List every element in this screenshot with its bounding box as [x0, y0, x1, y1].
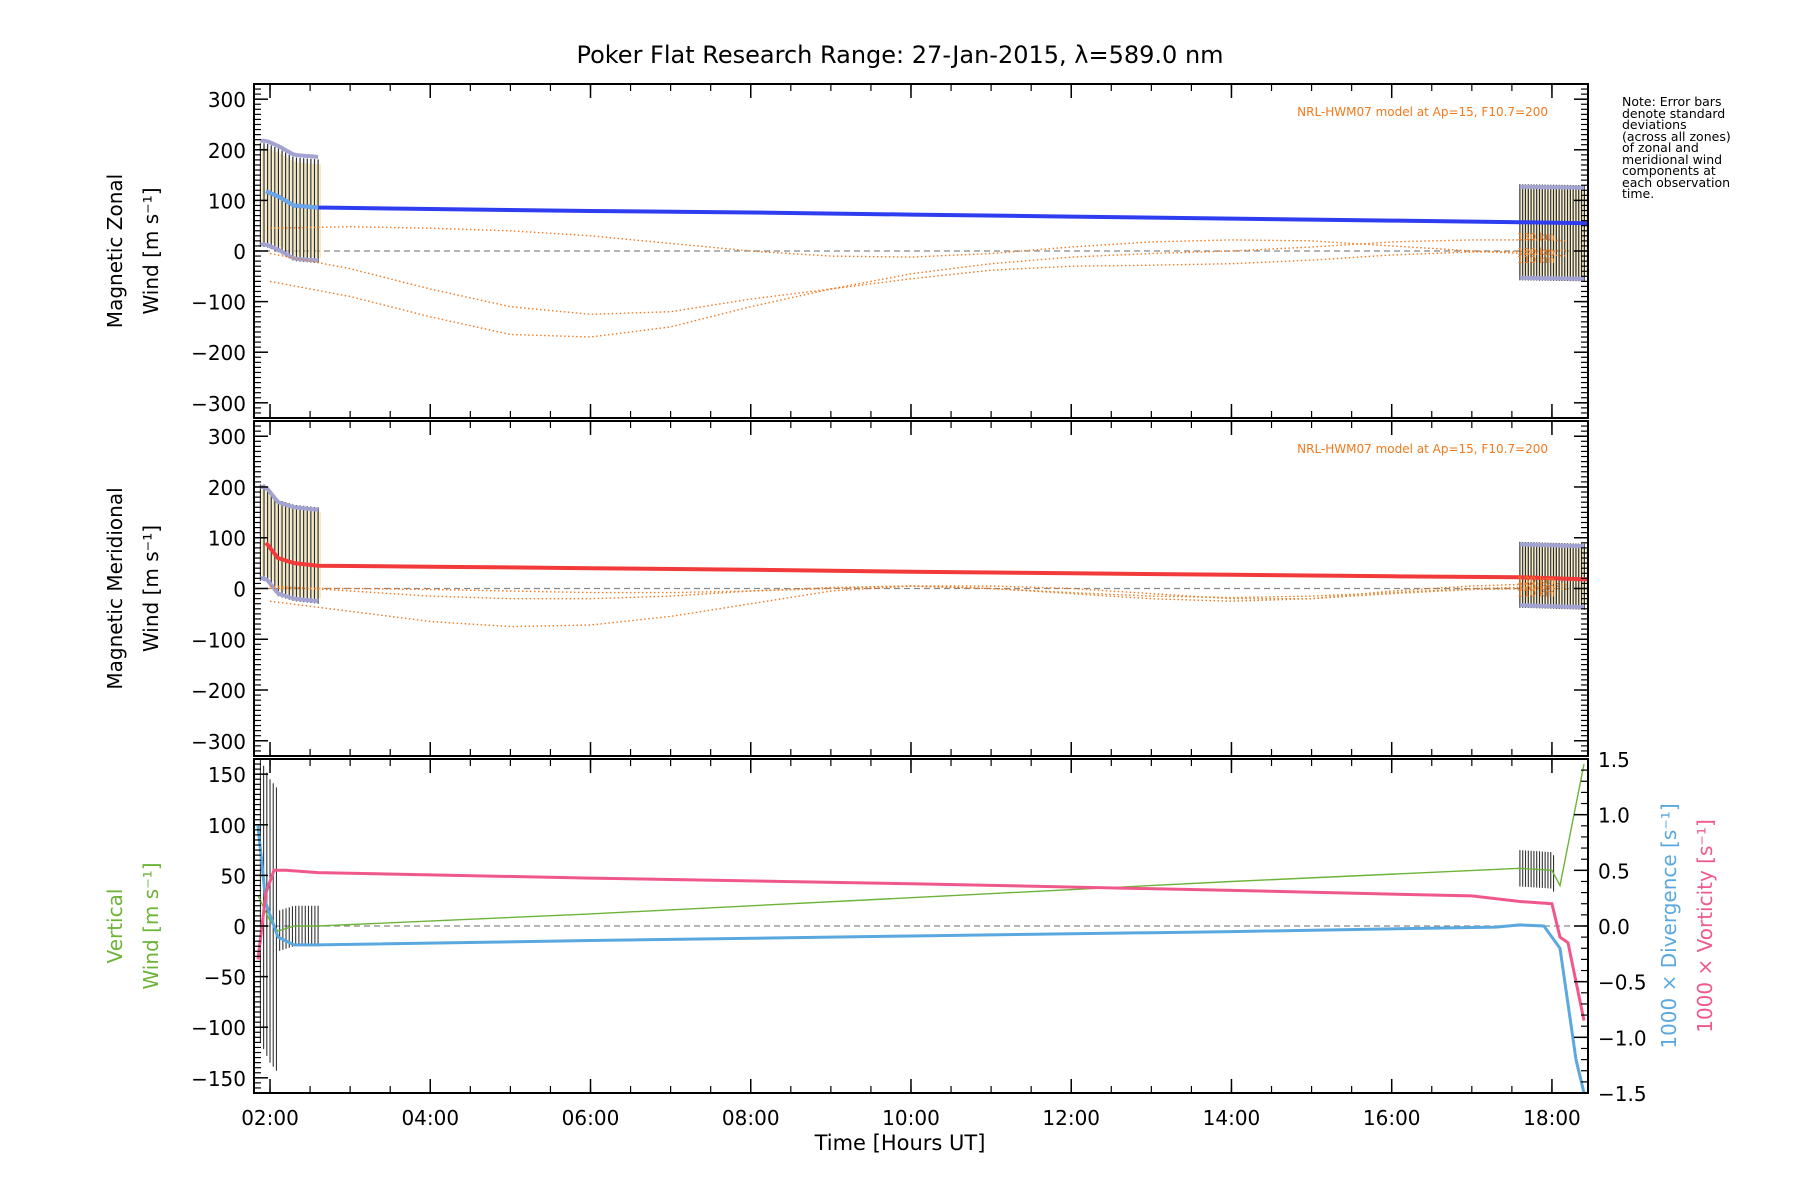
error-bar-note: Note: Error bars denote standard deviati… [1622, 96, 1792, 200]
y-tick-label: −200 [191, 679, 246, 703]
altitude-label: 110 km [1517, 255, 1555, 266]
y2-tick-label: −1.0 [1598, 1026, 1647, 1050]
y-tick-label: −150 [191, 1067, 246, 1091]
chart-title: Poker Flat Research Range: 27-Jan-2015, … [576, 41, 1223, 69]
y-tick-label: 0 [233, 240, 246, 264]
x-tick-label: 16:00 [1363, 1106, 1421, 1130]
y-tick-label: 200 [208, 139, 246, 163]
y-tick-label: −100 [191, 291, 246, 315]
model-curve [270, 585, 1569, 600]
y2-tick-label: 1.5 [1598, 748, 1630, 772]
error-envelope [1519, 184, 1585, 190]
x-tick-label: 08:00 [722, 1106, 780, 1130]
series-line [256, 825, 1586, 1093]
wind-line [264, 541, 1588, 582]
y-tick-label: −300 [191, 392, 246, 416]
y-tick-label: 50 [221, 864, 246, 888]
note-line: deviations [1622, 117, 1687, 132]
note-line: components at [1622, 163, 1716, 178]
y-tick-label: −200 [191, 341, 246, 365]
y2-tick-label: −1.5 [1598, 1082, 1647, 1106]
altitude-label: 120 km [1517, 582, 1555, 593]
y2-tick-label: 0.0 [1598, 915, 1630, 939]
note-line: (across all zones) [1622, 128, 1731, 144]
model-curve [269, 239, 1569, 338]
model-curve [269, 249, 1569, 316]
y-label-line2: Wind [m s⁻¹] [139, 187, 163, 314]
plot-area [254, 759, 1588, 1093]
wind-line [265, 189, 1588, 226]
error-envelope [1519, 603, 1585, 610]
y-label-line2: Wind [m s⁻¹] [139, 525, 163, 652]
note-line: time. [1622, 186, 1655, 201]
altitude-label: 120 km [1517, 247, 1555, 258]
error-envelope [260, 485, 319, 512]
y2-tick-label: −0.5 [1598, 971, 1647, 995]
error-envelope [260, 242, 319, 263]
y-tick-label: −100 [191, 628, 246, 652]
y-label-line2: Wind [m s⁻¹] [139, 862, 163, 989]
y-label-line1: Magnetic Zonal [103, 174, 127, 328]
altitude-label: 130 km [1517, 232, 1555, 243]
x-tick-label: 14:00 [1203, 1106, 1261, 1130]
error-envelope [1519, 542, 1585, 549]
y-tick-label: −300 [191, 730, 246, 754]
panel-zonal: NRL-HWM07 model at Ap=15, F10.7=200 130 k… [103, 83, 1589, 419]
y-tick-label: 150 [208, 763, 246, 787]
wind-line-start [265, 189, 319, 210]
y-tick-label: −100 [191, 1016, 246, 1040]
model-label: NRL-HWM07 model at Ap=15, F10.7=200 [1297, 442, 1548, 456]
y2-label-divergence: 1000 × Divergence [s⁻¹] [1657, 803, 1681, 1048]
x-tick-label: 02:00 [241, 1106, 299, 1130]
y2-tick-label: 0.5 [1598, 859, 1630, 883]
altitude-label: 130 km [1517, 575, 1555, 586]
x-tick-label: 04:00 [401, 1106, 459, 1130]
y-tick-label: 300 [208, 425, 246, 449]
error-envelope [260, 576, 319, 604]
y-label-line1: Magnetic Meridional [103, 487, 127, 689]
altitude-label: 110 km [1517, 589, 1555, 600]
model-label: NRL-HWM07 model at Ap=15, F10.7=200 [1297, 105, 1548, 119]
x-tick-label: 06:00 [562, 1106, 620, 1130]
model-curve [269, 585, 1569, 600]
plot-area [254, 484, 1588, 628]
y-tick-label: −50 [204, 966, 246, 990]
error-envelope [260, 138, 319, 159]
series-line [257, 763, 1585, 932]
error-envelope [1519, 275, 1585, 281]
y-tick-label: 0 [233, 915, 246, 939]
note-line: denote standard [1622, 105, 1726, 121]
y-tick-label: 100 [208, 814, 246, 838]
x-tick-label: 12:00 [1042, 1106, 1100, 1130]
model-curve [269, 225, 1569, 258]
note-line: of zonal and [1622, 140, 1699, 155]
y-tick-label: 0 [233, 578, 246, 602]
y-tick-label: 300 [208, 88, 246, 112]
note-line: Note: Error bars [1622, 94, 1722, 109]
model-curve [269, 582, 1569, 628]
series-line [256, 868, 1586, 1021]
plot-area [254, 138, 1588, 338]
y-tick-label: 100 [208, 527, 246, 551]
note-line: meridional wind [1622, 151, 1723, 167]
y-label-line1: Vertical [103, 889, 127, 964]
y-tick-label: 200 [208, 476, 246, 500]
y-tick-label: 100 [208, 189, 246, 213]
panel-vertical: −1.5 −1.0 −0.5 0.0 0.5 1.0 1.5 1000 × Divergenc… [103, 748, 1717, 1106]
note-line: each observation [1622, 174, 1731, 190]
y2-label-vorticity: 1000 × Vorticity [s⁻¹] [1693, 819, 1717, 1033]
x-tick-label: 18:00 [1523, 1106, 1581, 1130]
panel-meridional: NRL-HWM07 model at Ap=15, F10.7=200 130 k… [103, 420, 1589, 757]
x-axis-label: Time [Hours UT] [814, 1131, 986, 1155]
y2-tick-label: 1.0 [1598, 804, 1630, 828]
x-tick-label: 10:00 [882, 1106, 940, 1130]
